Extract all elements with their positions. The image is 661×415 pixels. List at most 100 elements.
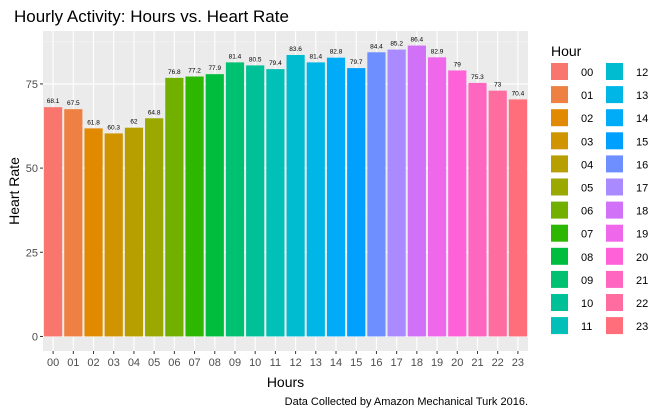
legend-label: 17: [636, 183, 648, 195]
x-tick-label: 12: [289, 357, 301, 369]
x-tick-label: 22: [492, 357, 504, 369]
bar-value-label: 67.5: [67, 100, 80, 107]
bar-value-label: 76.8: [168, 69, 181, 76]
x-tick-label: 05: [148, 357, 160, 369]
bar-11: [266, 69, 285, 337]
legend-key-09: [551, 270, 568, 288]
bars: [44, 45, 527, 337]
y-tick-label: 75: [26, 79, 38, 91]
bar-21: [468, 82, 487, 337]
legend-label: 01: [581, 90, 593, 102]
bar-15: [347, 68, 366, 337]
bar-value-label: 79: [454, 61, 462, 68]
bar-19: [427, 57, 447, 337]
legend-label: 03: [581, 136, 593, 148]
legend: Hour 00 01 02 03 04 05 06 07 08 09 10 11 12 13 14 15 16 1…: [551, 43, 648, 335]
legend-key-13: [606, 86, 623, 104]
legend-label: 04: [581, 159, 593, 171]
legend-key-23: [606, 317, 623, 335]
chart-title: Hourly Activity: Hours vs. Heart Rate: [14, 7, 289, 26]
bar-04: [124, 127, 144, 337]
x-axis-label: Hours: [267, 374, 304, 390]
legend-key-06: [551, 201, 568, 219]
bar-value-label: 64.8: [148, 109, 161, 116]
legend-key-12: [606, 63, 623, 80]
bar-17: [387, 49, 406, 337]
bar-16: [367, 52, 386, 337]
bar-10: [246, 65, 265, 337]
legend-label: 12: [636, 67, 648, 79]
legend-key-10: [551, 294, 568, 311]
minor-gridlines: [43, 41, 528, 295]
bar-value-label: 85.2: [390, 41, 403, 48]
x-tick-label: 02: [87, 357, 99, 369]
bar-value-label: 75.3: [471, 74, 484, 81]
x-tick-label: 15: [350, 357, 362, 369]
legend-label: 07: [581, 229, 593, 241]
bar-08: [205, 74, 224, 337]
legend-title: Hour: [551, 43, 582, 59]
bar-value-labels: 68.1 67.5 61.8 60.3 62 64.8 76.8 77.2 77.9 81.4 80…: [47, 37, 525, 132]
legend-key-00: [551, 63, 568, 80]
legend-label: 22: [636, 298, 648, 310]
x-tick-label: 10: [249, 357, 261, 369]
bar-14: [326, 57, 346, 337]
x-tick-label: 23: [512, 357, 524, 369]
y-tick-label: 25: [26, 247, 38, 259]
x-tick-label: 19: [431, 357, 443, 369]
legend-key-11: [551, 317, 568, 335]
bar-05: [145, 118, 164, 337]
y-tick-label: 50: [26, 163, 38, 175]
legend-label: 21: [636, 275, 648, 287]
bar-value-label: 81.4: [309, 53, 322, 60]
bar-02: [84, 128, 103, 337]
bar-12: [286, 54, 305, 337]
legend-label: 16: [636, 159, 648, 171]
bar-value-label: 61.8: [87, 119, 100, 126]
x-tick-label: 00: [47, 357, 59, 369]
y-axis-label: Heart Rate: [6, 157, 22, 225]
legend-label: 23: [636, 321, 648, 333]
legend-label: 19: [636, 229, 648, 241]
legend-label: 15: [636, 136, 648, 148]
legend-label: 10: [581, 298, 593, 310]
bar-value-label: 83.6: [289, 46, 302, 53]
y-axis-ticks: 0 25 50 75: [26, 79, 43, 343]
legend-key-18: [606, 201, 623, 219]
bar-value-label: 86.4: [411, 37, 424, 44]
x-tick-label: 11: [270, 357, 281, 369]
legend-label: 09: [581, 275, 593, 287]
legend-key-08: [551, 247, 568, 265]
legend-key-19: [606, 224, 623, 242]
legend-label: 00: [581, 67, 593, 79]
caption: Data Collected by Amazon Mechanical Turk…: [285, 396, 528, 408]
legend-key-14: [606, 109, 623, 127]
legend-key-04: [551, 155, 568, 173]
x-tick-label: 09: [229, 357, 241, 369]
bar-value-label: 73: [494, 82, 502, 89]
legend-label: 11: [581, 321, 592, 333]
bar-18: [407, 45, 426, 337]
bar-06: [165, 77, 184, 337]
x-tick-label: 06: [168, 357, 180, 369]
x-tick-label: 20: [451, 357, 463, 369]
x-tick-label: 01: [67, 357, 79, 369]
x-tick-label: 18: [411, 357, 423, 369]
bar-value-label: 77.2: [188, 68, 201, 75]
x-tick-label: 07: [188, 357, 200, 369]
bar-value-label: 79.4: [269, 60, 282, 67]
legend-key-15: [606, 132, 623, 150]
legend-key-03: [551, 132, 568, 150]
bar-value-label: 60.3: [107, 124, 120, 131]
legend-label: 05: [581, 183, 593, 195]
x-axis-ticks: 00 01 02 03 04 05 06 07 08 09 10 11 12 13 14 15 16 17 18 19…: [47, 351, 524, 369]
bar-value-label: 68.1: [47, 98, 60, 105]
legend-key-21: [606, 270, 623, 288]
x-tick-label: 14: [330, 357, 342, 369]
bar-value-label: 70.4: [512, 90, 525, 97]
x-tick-label: 16: [370, 357, 382, 369]
legend-items: 00 01 02 03 04 05 06 07 08 09 10 11 12 13 14 15 16 17 18 19…: [551, 63, 648, 335]
legend-key-22: [606, 294, 623, 311]
x-tick-label: 03: [108, 357, 120, 369]
